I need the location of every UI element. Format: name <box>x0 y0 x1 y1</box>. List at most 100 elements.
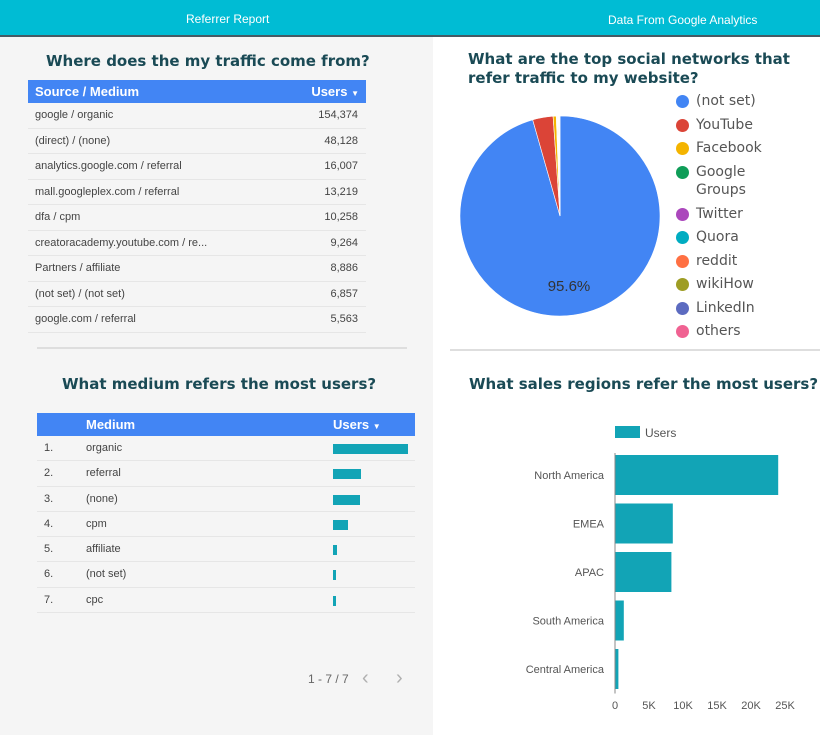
legend-label: (not set) <box>696 93 756 109</box>
social-panel-title: What are the top social networks that re… <box>468 50 790 87</box>
users-bar <box>333 469 361 480</box>
rank-cell: 4. <box>44 517 54 530</box>
tick-label: 0 <box>612 700 618 712</box>
medium-cell: cpm <box>86 517 107 530</box>
caret-down-icon: ▼ <box>372 422 381 431</box>
medium-cell: affiliate <box>86 543 121 556</box>
bar[interactable] <box>615 600 624 641</box>
users-cell: 6,857 <box>330 287 358 300</box>
table-row[interactable]: mall.googleplex.com / referral 13,219 <box>28 180 366 205</box>
legend-item[interactable]: Google Groups <box>676 163 796 200</box>
legend-swatch <box>615 426 640 438</box>
caret-down-icon: ▼ <box>351 89 359 98</box>
table-row[interactable]: analytics.google.com / referral 16,007 <box>28 154 366 180</box>
table-row[interactable]: Partners / affiliate 8,886 <box>28 256 366 282</box>
table-header: Medium Users ▼ <box>37 413 415 436</box>
rank-cell: 3. <box>44 492 54 505</box>
category-label: APAC <box>575 567 604 579</box>
chevron-right-icon[interactable]: › <box>396 667 403 689</box>
legend-label: Users <box>645 426 676 440</box>
legend-item[interactable]: Twitter <box>676 205 796 224</box>
users-column-header[interactable]: Users ▼ <box>311 84 359 99</box>
source-medium-column-header[interactable]: Source / Medium <box>35 84 140 99</box>
medium-table: Medium Users ▼ 1. organic 2. referral 3. (non… <box>37 413 415 614</box>
table-row[interactable]: google / organic 154,374 <box>28 103 366 129</box>
tick-label: 5K <box>642 700 656 712</box>
users-cell: 48,128 <box>324 134 358 147</box>
rank-cell: 6. <box>44 568 54 581</box>
medium-cell: (not set) <box>86 568 127 581</box>
rank-cell: 2. <box>44 467 54 480</box>
category-label: North America <box>534 470 605 482</box>
table-row[interactable]: 4. cpm <box>37 512 415 538</box>
medium-column-header[interactable]: Medium <box>86 417 136 432</box>
table-row[interactable]: 2. referral <box>37 461 415 487</box>
table-header: Source / Medium Users ▼ <box>28 80 366 103</box>
legend-item[interactable]: LinkedIn <box>676 299 796 318</box>
legend-item[interactable]: Facebook <box>676 139 796 158</box>
medium-cell: organic <box>86 442 123 454</box>
sales-regions-bar-chart: Users North America EMEA APAC South America C… <box>526 426 795 712</box>
table-row[interactable]: 1. organic <box>37 436 415 462</box>
legend-swatch <box>676 142 689 155</box>
bar[interactable] <box>615 503 673 544</box>
users-bar <box>333 519 348 530</box>
table-row[interactable]: (not set) / (not set) 6,857 <box>28 282 366 307</box>
table-row[interactable]: (direct) / (none) 48,128 <box>28 129 366 154</box>
pagination-label: 1 - 7 / 7 <box>308 672 349 686</box>
legend-swatch <box>676 118 689 132</box>
table-row[interactable]: 5. affiliate <box>37 537 415 563</box>
medium-panel-title: What medium refers the most users? <box>62 375 377 393</box>
category-label: EMEA <box>573 519 605 531</box>
users-bar <box>333 444 408 454</box>
legend-item[interactable]: reddit <box>676 252 796 271</box>
rank-cell: 5. <box>44 543 54 556</box>
table-row[interactable]: dfa / cpm 10,258 <box>28 205 366 231</box>
legend-label: LinkedIn <box>696 299 755 316</box>
table-row[interactable]: 7. cpc <box>37 588 415 614</box>
source-medium-table: Source / Medium Users ▼ google / organic… <box>28 80 366 333</box>
users-cell: 8,886 <box>330 262 358 274</box>
source-medium-cell: (not set) / (not set) <box>35 287 125 300</box>
users-bar <box>333 494 360 505</box>
users-header-label: Users <box>311 84 348 99</box>
source-medium-cell: creatoracademy.youtube.com / re... <box>35 236 208 249</box>
users-cell: 5,563 <box>330 313 358 325</box>
legend-swatch <box>676 165 689 179</box>
legend-item[interactable]: others <box>676 322 796 341</box>
report-title: Referrer Report <box>186 12 270 26</box>
source-medium-cell: Partners / affiliate <box>35 262 121 274</box>
table-row[interactable]: creatoracademy.youtube.com / re... 9,264 <box>28 231 366 256</box>
bar[interactable] <box>615 649 619 689</box>
source-medium-cell: mall.googleplex.com / referral <box>35 185 180 198</box>
legend-item[interactable]: Quora <box>676 228 796 247</box>
tick-label: 15K <box>707 700 727 712</box>
source-medium-cell: google / organic <box>35 109 114 121</box>
table-row[interactable]: 6. (not set) <box>37 562 415 588</box>
legend-swatch <box>676 325 689 338</box>
chevron-left-icon[interactable]: ‹ <box>362 667 369 689</box>
users-header-label: Users <box>333 417 370 432</box>
legend-item[interactable]: wikiHow <box>676 275 796 294</box>
users-bar <box>333 595 336 606</box>
legend-label: Google Groups <box>696 163 746 199</box>
legend-item[interactable]: YouTube <box>676 116 796 135</box>
legend-swatch <box>676 278 689 291</box>
bar[interactable] <box>615 552 672 592</box>
table-row[interactable]: google.com / referral 5,563 <box>28 307 366 333</box>
category-label: South America <box>532 616 604 628</box>
legend-label: YouTube <box>696 116 753 133</box>
category-label: Central America <box>526 664 605 676</box>
medium-cell: cpc <box>86 593 104 606</box>
legend-label: Facebook <box>696 140 762 156</box>
bar[interactable] <box>615 455 779 495</box>
rank-cell: 1. <box>44 442 54 454</box>
tick-label: 10K <box>673 700 693 712</box>
legend-item[interactable]: (not set) <box>676 92 796 111</box>
source-medium-cell: google.com / referral <box>35 313 136 325</box>
regions-panel-title: What sales regions refer the most users? <box>469 375 819 393</box>
users-column-header[interactable]: Users ▼ <box>333 417 381 432</box>
legend-swatch <box>676 207 689 221</box>
pie-legend: (not set) YouTube Facebook Google Groups Twi… <box>676 92 796 346</box>
table-row[interactable]: 3. (none) <box>37 487 415 512</box>
